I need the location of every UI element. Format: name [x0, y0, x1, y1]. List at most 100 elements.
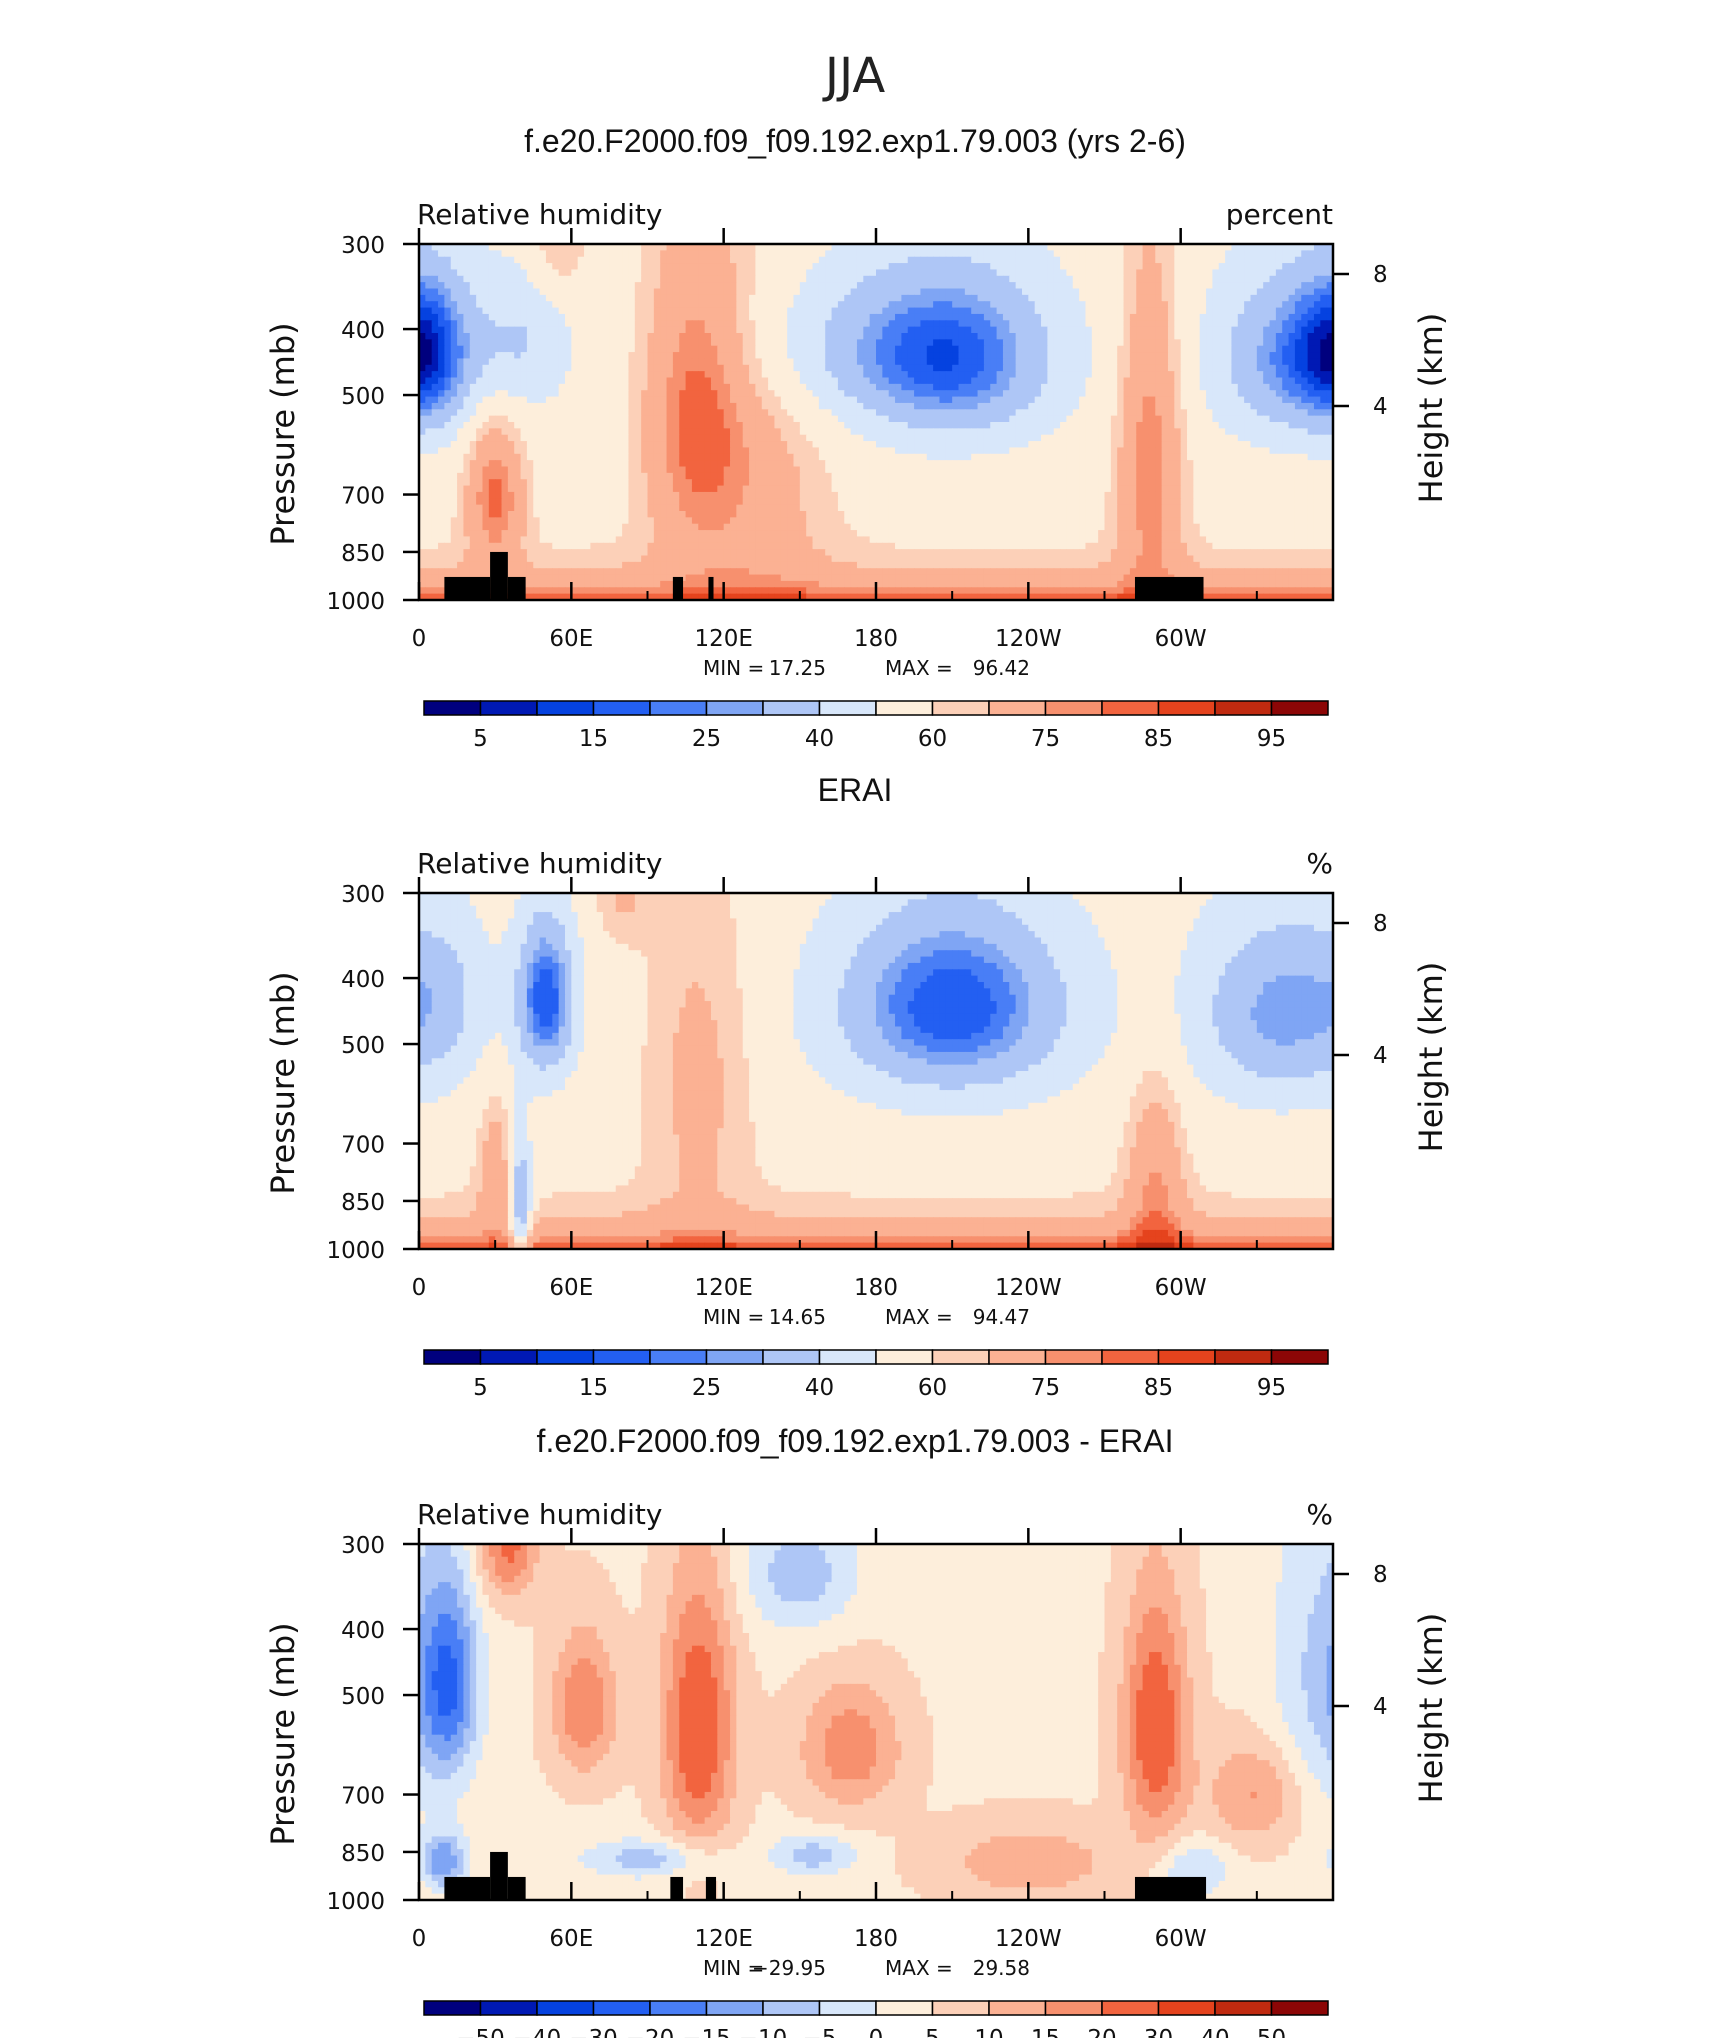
heatmap-cell [1174, 377, 1182, 385]
heatmap-cell [660, 428, 668, 436]
heatmap-cell [806, 294, 814, 302]
heatmap-cell [856, 256, 864, 264]
heatmap-cell [736, 275, 744, 283]
heatmap-cell [926, 345, 934, 353]
heatmap-cell [419, 326, 426, 334]
heatmap-cell [710, 441, 718, 449]
heatmap-cell [558, 301, 566, 309]
heatmap-cell [622, 333, 630, 340]
heatmap-cell [1091, 244, 1099, 251]
heatmap-cell [793, 269, 801, 277]
heatmap-cell [571, 275, 579, 283]
heatmap-cell [1256, 358, 1264, 366]
heatmap-cell [869, 415, 877, 423]
heatmap-cell [704, 358, 712, 366]
heatmap-cell [1161, 288, 1169, 296]
heatmap-cell [457, 313, 465, 321]
heatmap-cell [1301, 244, 1309, 251]
heatmap-cell [888, 250, 896, 258]
heatmap-cell [1218, 428, 1226, 436]
heatmap-cell [495, 294, 503, 302]
heatmap-cell [901, 320, 909, 328]
heatmap-cell [952, 263, 960, 271]
heatmap-cell [736, 383, 744, 391]
heatmap-cell [1148, 256, 1156, 264]
heatmap-cell [914, 396, 922, 404]
heatmap-cell [863, 358, 871, 366]
heatmap-cell [520, 263, 528, 271]
heatmap-cell [444, 263, 452, 271]
heatmap-cell [952, 415, 960, 423]
heatmap-cell [742, 409, 750, 417]
heatmap-cell [1282, 244, 1290, 251]
heatmap-cell [901, 333, 909, 340]
heatmap-cell [1269, 352, 1277, 360]
heatmap-cell [1104, 364, 1112, 372]
heatmap-cell [1136, 244, 1144, 251]
heatmap-cell [1256, 333, 1264, 340]
heatmap-cell [457, 364, 465, 372]
heatmap-cell [952, 294, 960, 302]
heatmap-cell [863, 250, 871, 258]
heatmap-cell [609, 383, 617, 391]
heatmap-cell [1117, 396, 1125, 404]
heatmap-cell [717, 326, 725, 334]
heatmap-cell [1142, 339, 1150, 347]
heatmap-cell [1066, 390, 1074, 398]
heatmap-cell [476, 288, 484, 296]
heatmap-cell [920, 352, 928, 360]
heatmap-cell [1104, 320, 1112, 328]
heatmap-cell [1326, 434, 1334, 442]
heatmap-cell [501, 371, 509, 379]
heatmap-cell [603, 428, 611, 436]
heatmap-cell [666, 313, 674, 321]
heatmap-cell [495, 326, 503, 334]
heatmap-cell [615, 345, 623, 353]
heatmap-cell [577, 313, 585, 321]
heatmap-cell [1161, 307, 1169, 315]
heatmap-cell [609, 313, 617, 321]
heatmap-cell [882, 269, 890, 277]
heatmap-cell [1167, 447, 1175, 455]
heatmap-cell [1256, 447, 1264, 455]
heatmap-cell [1269, 307, 1277, 315]
heatmap-cell [438, 263, 445, 271]
heatmap-cell [1041, 256, 1048, 264]
heatmap-cell [463, 422, 471, 429]
heatmap-cell [888, 371, 896, 379]
heatmap-cell [945, 339, 953, 347]
heatmap-cell [520, 269, 528, 277]
heatmap-cell [1199, 441, 1207, 449]
heatmap-cell [1110, 358, 1118, 366]
heatmap-cell [419, 396, 426, 404]
heatmap-cell [609, 326, 617, 334]
heatmap-cell [1269, 390, 1277, 398]
heatmap-cell [539, 358, 547, 366]
heatmap-cell [1066, 339, 1074, 347]
heatmap-cell [1053, 352, 1061, 360]
heatmap-cell [1066, 250, 1074, 258]
heatmap-cell [1034, 358, 1042, 366]
heatmap-cell [1129, 409, 1137, 417]
heatmap-cell [996, 460, 1004, 468]
heatmap-cell [958, 447, 966, 455]
heatmap-cell [438, 313, 445, 321]
heatmap-cell [958, 282, 966, 290]
heatmap-cell [799, 364, 807, 372]
heatmap-cell [971, 460, 979, 468]
heatmap-cell [450, 428, 458, 436]
heatmap-cell [806, 333, 814, 340]
heatmap-cell [545, 460, 553, 468]
heatmap-cell [653, 307, 661, 315]
heatmap-cell [977, 263, 985, 271]
heatmap-cell [1155, 326, 1163, 334]
heatmap-cell [1110, 282, 1118, 290]
heatmap-cell [723, 256, 731, 264]
heatmap-cell [590, 409, 598, 417]
heatmap-cell [710, 428, 718, 436]
heatmap-cell [1155, 282, 1163, 290]
heatmap-cell [1218, 244, 1226, 251]
heatmap-cell [704, 288, 712, 296]
heatmap-cell [1085, 256, 1093, 264]
heatmap-cell [1041, 282, 1048, 290]
